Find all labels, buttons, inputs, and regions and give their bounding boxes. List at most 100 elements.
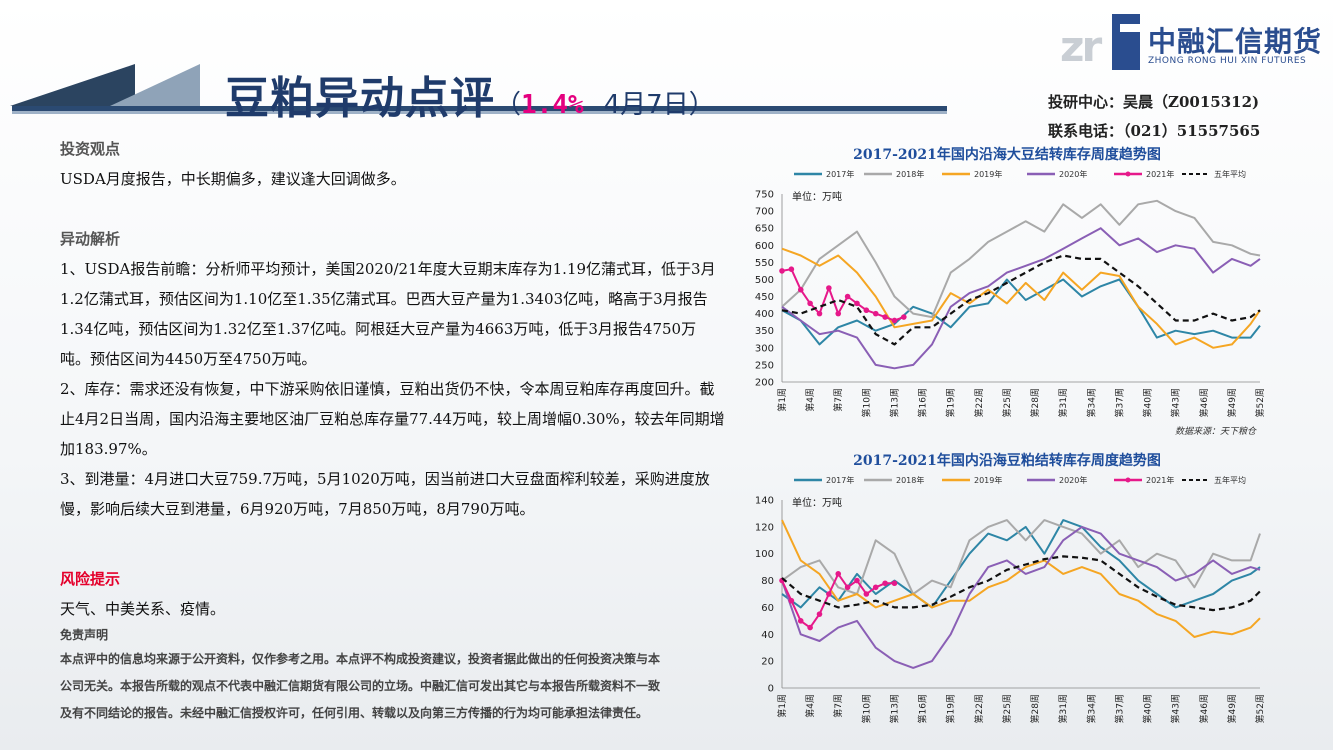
x-tick-label: 第16周: [917, 388, 929, 417]
legend-label-2017: 2017年: [826, 475, 854, 485]
y-tick-label: 120: [755, 522, 774, 533]
risk-text: 天气、中美关系、疫情。: [60, 600, 226, 618]
x-tick-label: 第37周: [1113, 388, 1125, 417]
x-tick-label: 第13周: [888, 388, 900, 417]
y-tick-label: 250: [755, 360, 774, 371]
legend-label-2018: 2018年: [896, 475, 924, 485]
analysis-point-2: 2、库存：需求还没有恢复，中下游采购依旧谨慎，豆粕出货仍不快，令本周豆粕库存再度…: [60, 380, 725, 458]
data-point-2021: [854, 577, 860, 584]
x-tick-label: 第34周: [1085, 694, 1097, 723]
header-decor-triangle-light: [110, 64, 200, 106]
y-tick-label: 60: [761, 603, 774, 614]
data-point-2021: [807, 300, 813, 307]
legend-label-2020: 2020年: [1059, 475, 1087, 485]
series-line-2019: [781, 247, 1261, 349]
company-logo: zr 中融汇信期货 ZHONG RONG HUI XIN FUTURES: [1060, 14, 1325, 74]
series-line-avg: [781, 254, 1261, 346]
analysis-point-1: 1、USDA报告前瞻：分析师平均预计，美国2020/21年度大豆期末库存为1.1…: [60, 260, 716, 368]
soybean-inventory-chart-svg: 2017-2021年国内沿海大豆结转库存周度趋势图 2017年 2018年 2019年…: [755, 146, 1266, 437]
soybean-inventory-chart: 2017-2021年国内沿海大豆结转库存周度趋势图 2017年 2018年 2019年…: [742, 142, 1272, 442]
y-tick-label: 40: [761, 630, 774, 641]
logo-f-icon: [1112, 14, 1140, 70]
x-tick-label: 第52周: [1254, 388, 1266, 417]
y-tick-label: 550: [755, 258, 774, 269]
contact-researcher: 投研中心：吴晨（Z0015312): [1048, 93, 1260, 111]
y-tick-label: 350: [755, 326, 774, 337]
legend-label-2021: 2021年: [1146, 475, 1174, 485]
header-rule: [12, 106, 947, 111]
data-point-2021: [891, 580, 898, 587]
title-date: 4月7日）: [603, 90, 715, 120]
series-line-avg: [781, 555, 1261, 612]
x-tick-label: 第19周: [945, 694, 957, 723]
disclaimer-heading: 免责声明: [60, 628, 109, 642]
series-line-2018: [781, 199, 1261, 319]
view-heading: 投资观点: [60, 140, 121, 158]
x-tick-label: 第28周: [1029, 694, 1041, 723]
x-tick-label: 第37周: [1113, 694, 1125, 723]
series-line-2020: [781, 227, 1261, 370]
series-line-2018: [781, 519, 1261, 595]
data-point-2021: [901, 314, 907, 320]
x-tick-label: 第22周: [973, 388, 985, 417]
unit-label: 单位：万吨: [792, 496, 842, 509]
analysis-heading: 异动解析: [60, 230, 121, 248]
data-point-2021: [844, 584, 851, 591]
data-point-2021: [844, 293, 851, 300]
y-tick-label: 80: [761, 576, 774, 587]
soymeal-inventory-chart-svg: 2017-2021年国内沿海豆粕结转库存周度趋势图 2017年 2018年 2019年…: [755, 452, 1266, 723]
chart-source: 数据来源：天下粮仓: [1175, 426, 1257, 437]
x-tick-label: 第46周: [1198, 388, 1210, 417]
x-tick-label: 第22周: [973, 694, 985, 723]
x-tick-label: 第1周: [776, 388, 788, 412]
data-point-2021: [872, 584, 879, 591]
legend-marker-2021: [1125, 477, 1131, 483]
legend-label-avg: 五年平均: [1214, 475, 1246, 485]
x-tick-label: 第49周: [1226, 388, 1238, 417]
data-point-2021: [872, 310, 879, 317]
legend-label-2018: 2018年: [896, 169, 924, 179]
data-point-2021: [882, 314, 888, 320]
x-tick-label: 第40周: [1142, 388, 1154, 417]
y-tick-label: 650: [755, 224, 774, 235]
logo-en-name: ZHONG RONG HUI XIN FUTURES: [1148, 56, 1307, 66]
legend-label-2017: 2017年: [826, 169, 854, 179]
legend-label-2019: 2019年: [974, 475, 1002, 485]
y-tick-label: 600: [755, 241, 774, 252]
y-tick-label: 500: [755, 275, 774, 286]
data-point-2021: [835, 571, 842, 577]
y-tick-label: 300: [755, 343, 774, 354]
view-text: USDA月度报告，中长期偏多，建议逢大回调做多。: [60, 170, 406, 188]
data-point-2021: [788, 597, 795, 604]
unit-label: 单位：万吨: [792, 190, 842, 203]
data-point-2021: [891, 317, 898, 324]
x-tick-label: 第1周: [776, 694, 788, 718]
x-tick-label: 第10周: [860, 388, 872, 417]
x-tick-label: 第46周: [1198, 694, 1210, 723]
soymeal-inventory-chart: 2017-2021年国内沿海豆粕结转库存周度趋势图 2017年 2018年 2019年…: [742, 448, 1272, 748]
x-tick-label: 第25周: [1001, 694, 1013, 723]
y-tick-label: 400: [755, 309, 774, 320]
legend-marker-2021: [1125, 171, 1131, 177]
data-point-2021: [826, 591, 832, 597]
x-tick-label: 第43周: [1170, 694, 1182, 723]
logo-mark: zr: [1060, 22, 1102, 71]
chart-title: 2017-2021年国内沿海大豆结转库存周度趋势图: [853, 146, 1161, 163]
series-line-2019: [781, 519, 1261, 638]
header-rule-light: [12, 111, 947, 114]
x-tick-label: 第43周: [1170, 388, 1182, 417]
data-point-2021: [816, 611, 823, 617]
x-tick-label: 第40周: [1142, 694, 1154, 723]
x-tick-label: 第4周: [804, 388, 816, 412]
risk-heading: 风险提示: [60, 570, 121, 588]
analysis-point-3: 3、到港量：4月进口大豆759.7万吨，5月1020万吨，因当前进口大豆盘面榨利…: [60, 470, 710, 518]
data-point-2021: [816, 310, 823, 317]
y-tick-label: 700: [755, 207, 774, 218]
report-body: 投资观点 USDA月度报告，中长期偏多，建议逢大回调做多。 异动解析 1、USD…: [60, 134, 725, 727]
series-line-2017: [781, 519, 1261, 609]
y-tick-label: 100: [755, 549, 774, 560]
data-point-2021: [797, 618, 804, 624]
series-line-2020: [781, 525, 1261, 669]
disclaimer-text: 本点评中的信息均来源于公开资料，仅作参考之用。本点评不构成投资建议，投资者据此做…: [60, 652, 661, 720]
data-point-2021: [835, 310, 842, 317]
